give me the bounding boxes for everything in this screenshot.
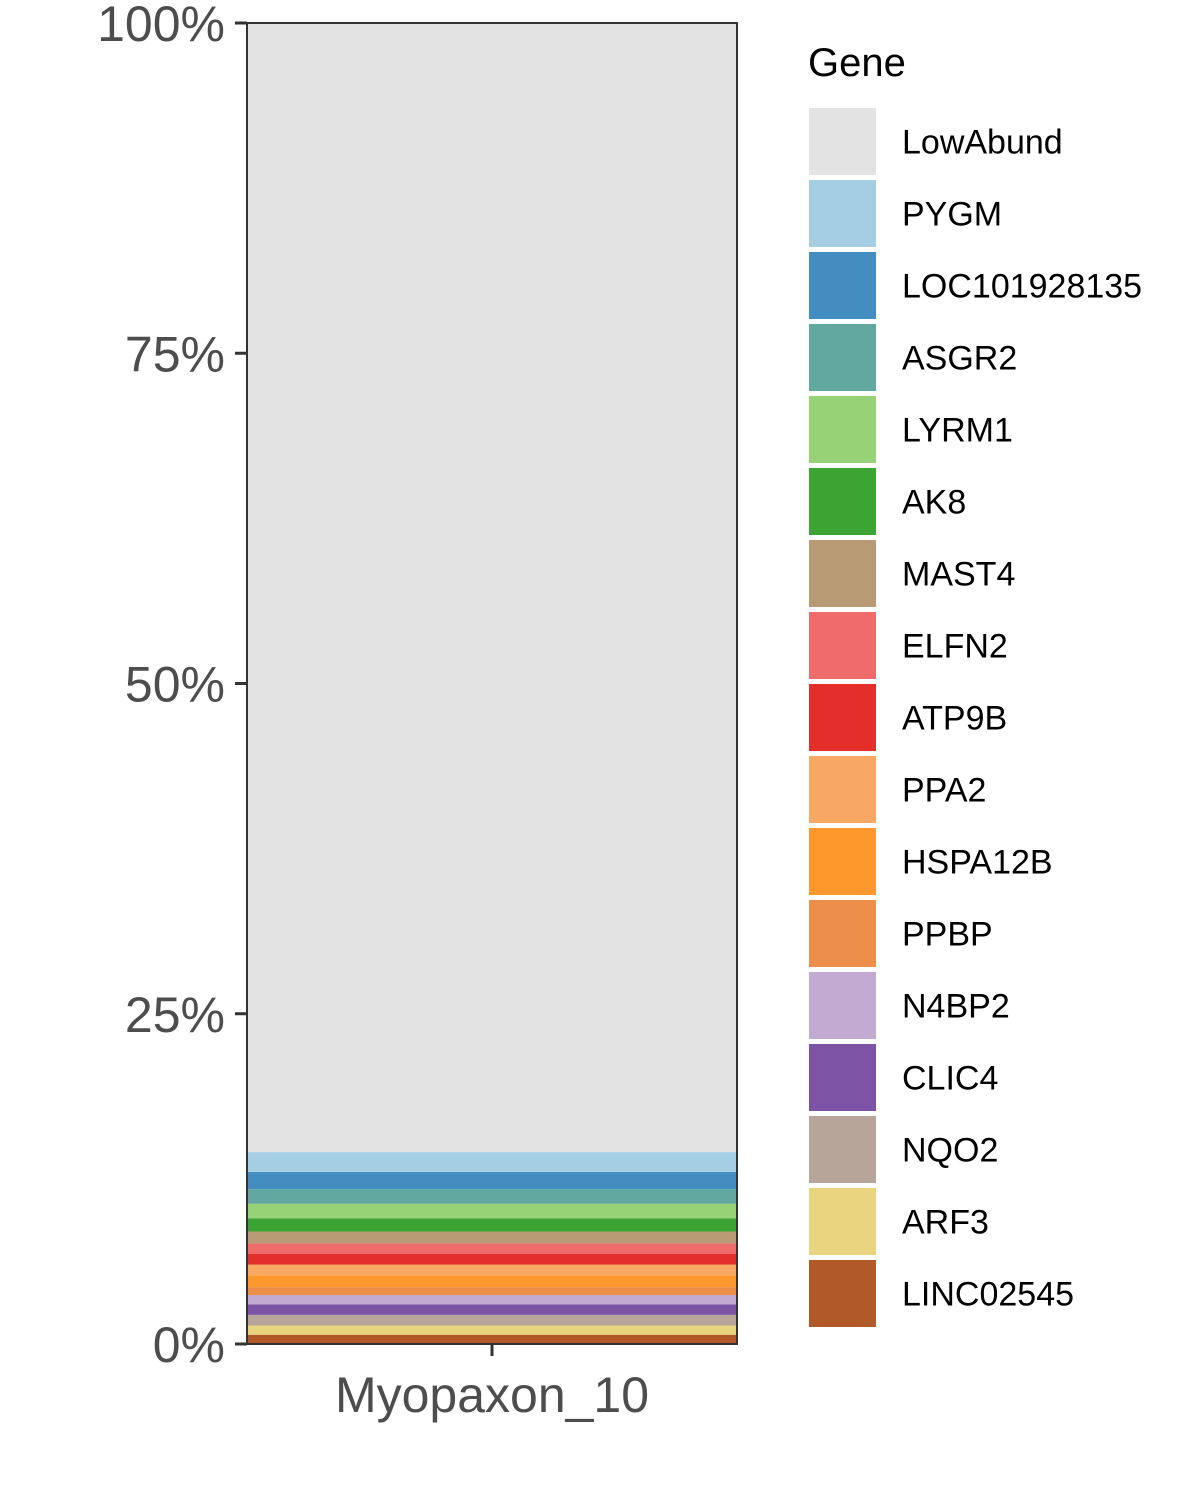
bar-segment-lyrm1 [247, 1203, 737, 1219]
legend-key-ppa2 [809, 756, 876, 823]
legend-key-atp9b [809, 684, 876, 751]
legend-label: LowAbund [902, 124, 1063, 162]
y-tick-label: 25% [125, 987, 225, 1043]
legend-key-n4bp2 [809, 972, 876, 1039]
y-tick-label: 75% [125, 326, 225, 382]
bar-segment-elfn2 [247, 1243, 737, 1254]
y-tick-label: 50% [125, 657, 225, 713]
legend-key-hspa12b [809, 828, 876, 895]
legend-key-ppbp [809, 900, 876, 967]
legend-key-elfn2 [809, 612, 876, 679]
bar-segment-linc02545 [247, 1334, 737, 1344]
bar-segment-lowabund [247, 23, 737, 1153]
legend-key-clic4 [809, 1044, 876, 1111]
legend-key-lowabund [809, 108, 876, 175]
y-tick-label: 100% [97, 0, 225, 52]
y-tick-label: 0% [153, 1317, 225, 1373]
bar-segment-atp9b [247, 1253, 737, 1265]
legend-title: Gene [808, 41, 906, 85]
bar-stack [247, 23, 737, 1344]
bar-segment-hspa12b [247, 1275, 737, 1288]
y-axis: 0% 25% 50% 75% 100% [97, 0, 247, 1373]
legend-key-asgr2 [809, 324, 876, 391]
bar-segment-asgr2 [247, 1189, 737, 1204]
bar-segment-arf3 [247, 1325, 737, 1335]
legend-key-linc02545 [809, 1260, 876, 1327]
legend-key-nqo2 [809, 1116, 876, 1183]
legend-key-loc101928135 [809, 252, 876, 319]
legend-label: LINC02545 [902, 1276, 1074, 1314]
legend-label: ELFN2 [902, 628, 1008, 666]
bar-segment-ak8 [247, 1218, 737, 1232]
legend-label: HSPA12B [902, 844, 1053, 882]
x-tick-label: Myopaxon_10 [335, 1367, 649, 1423]
legend-label: NQO2 [902, 1132, 998, 1170]
legend-key-arf3 [809, 1188, 876, 1255]
bar-segment-mast4 [247, 1231, 737, 1244]
legend-label: LOC101928135 [902, 268, 1142, 306]
legend-key-mast4 [809, 540, 876, 607]
legend-label: PPBP [902, 916, 993, 954]
legend-label: PPA2 [902, 772, 986, 810]
legend-label: ARF3 [902, 1204, 989, 1242]
legend-key-pygm [809, 180, 876, 247]
legend-label: N4BP2 [902, 988, 1010, 1026]
bar-segment-nqo2 [247, 1314, 737, 1326]
legend-label: AK8 [902, 484, 966, 522]
x-axis: Myopaxon_10 [335, 1344, 649, 1423]
legend-key-lyrm1 [809, 396, 876, 463]
legend-label: PYGM [902, 196, 1002, 234]
bar-segment-loc101928135 [247, 1171, 737, 1190]
bar-segment-pygm [247, 1152, 737, 1172]
legend-label: LYRM1 [902, 412, 1013, 450]
legend-label: MAST4 [902, 556, 1015, 594]
legend-key-ak8 [809, 468, 876, 535]
legend-label: ATP9B [902, 700, 1007, 738]
legend-label: ASGR2 [902, 340, 1017, 378]
bar-segment-ppbp [247, 1287, 737, 1296]
bar-segment-n4bp2 [247, 1295, 737, 1305]
legend-label: CLIC4 [902, 1060, 998, 1098]
bar-segment-clic4 [247, 1304, 737, 1315]
legend: Gene LowAbund PYGM LOC101928135 ASGR2 LYRM1 AK… [808, 41, 1142, 1327]
bar-segment-ppa2 [247, 1264, 737, 1276]
